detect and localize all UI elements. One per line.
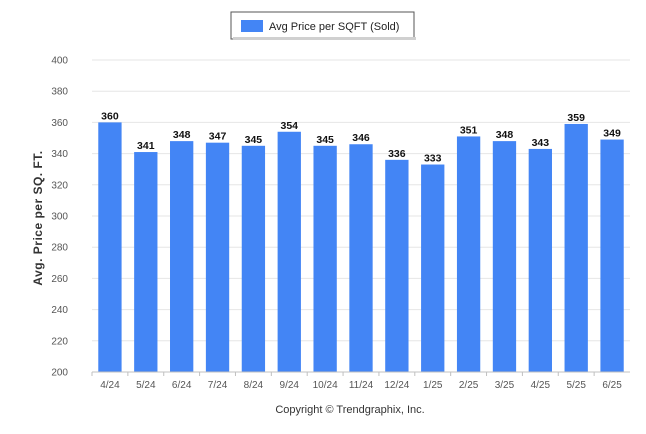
- bar: [421, 164, 445, 372]
- y-tick-label: 300: [51, 212, 68, 223]
- y-axis-ticks: 200 220 240 260 280 300 320 340 360 380 400: [51, 56, 68, 379]
- x-tick-label: 10/24: [313, 380, 338, 391]
- bars: [98, 122, 624, 373]
- bar: [205, 142, 230, 372]
- x-tick-label: 1/25: [423, 380, 443, 391]
- y-tick-label: 280: [51, 243, 68, 254]
- y-tick-label: 380: [51, 87, 68, 98]
- x-tick-label: 7/24: [208, 380, 228, 391]
- bar-value-label: 336: [388, 148, 406, 160]
- bar: [349, 144, 373, 372]
- y-tick-label: 220: [51, 336, 68, 347]
- y-tick-label: 260: [51, 274, 68, 285]
- x-tick-label: 6/25: [602, 380, 622, 391]
- bar: [134, 152, 158, 372]
- x-axis-ticks: 4/24 5/24 6/24 7/24 8/24 9/24 10/24 11/24 12/24 1…: [91, 372, 622, 391]
- bar-value-label: 348: [496, 129, 514, 141]
- bar-value-label: 359: [567, 112, 585, 124]
- x-tick-label: 4/24: [100, 380, 120, 391]
- x-tick-label: 5/24: [136, 380, 156, 391]
- copyright-footer: Copyright © Trendgraphix, Inc.: [275, 404, 424, 416]
- bar-value-label: 349: [603, 128, 621, 140]
- bar-value-label: 348: [173, 129, 191, 141]
- bar: [456, 136, 481, 372]
- bar-value-label: 345: [316, 134, 334, 146]
- bar: [277, 131, 301, 372]
- legend: Avg Price per SQFT (Sold): [230, 11, 416, 40]
- y-tick-label: 340: [51, 149, 68, 160]
- y-axis-title: Avg. Price per SQ. FT.: [31, 150, 45, 285]
- bar-value-label: 333: [424, 153, 442, 165]
- legend-shadow: [233, 37, 416, 40]
- x-tick-label: 6/24: [172, 380, 192, 391]
- bar: [313, 145, 337, 372]
- bar-value-label: 347: [209, 131, 227, 143]
- x-tick-label: 11/24: [349, 380, 374, 391]
- bar-value-label: 346: [352, 132, 370, 144]
- x-tick-label: 9/24: [280, 380, 300, 391]
- x-tick-label: 4/25: [531, 380, 551, 391]
- legend-swatch: [241, 20, 263, 32]
- bar: [492, 141, 517, 372]
- x-tick-label: 12/24: [384, 380, 409, 391]
- bar: [170, 141, 194, 372]
- x-tick-label: 2/25: [459, 380, 479, 391]
- bar: [528, 148, 552, 372]
- y-tick-label: 320: [51, 180, 68, 191]
- bar-value-label: 354: [281, 120, 299, 132]
- x-tick-label: 3/25: [495, 380, 515, 391]
- bar-value-label: 345: [245, 134, 263, 146]
- bar: [241, 145, 266, 372]
- y-tick-label: 240: [51, 305, 68, 316]
- legend-label: Avg Price per SQFT (Sold): [269, 21, 399, 33]
- x-tick-label: 8/24: [244, 380, 264, 391]
- data-labels: 360 341 348 347 345 354 345 346 336 333 351 348 343 3…: [101, 110, 621, 164]
- bar-value-label: 351: [460, 124, 478, 136]
- bar: [564, 123, 588, 373]
- y-tick-label: 360: [51, 118, 68, 129]
- y-tick-label: 200: [51, 368, 68, 379]
- x-tick-label: 5/25: [566, 380, 586, 391]
- bar-value-label: 360: [101, 110, 119, 122]
- bar-value-label: 341: [137, 140, 155, 152]
- bar-value-label: 343: [532, 137, 550, 149]
- bar: [600, 139, 624, 372]
- y-tick-label: 400: [51, 56, 68, 67]
- bar: [98, 122, 122, 373]
- bar: [385, 159, 409, 372]
